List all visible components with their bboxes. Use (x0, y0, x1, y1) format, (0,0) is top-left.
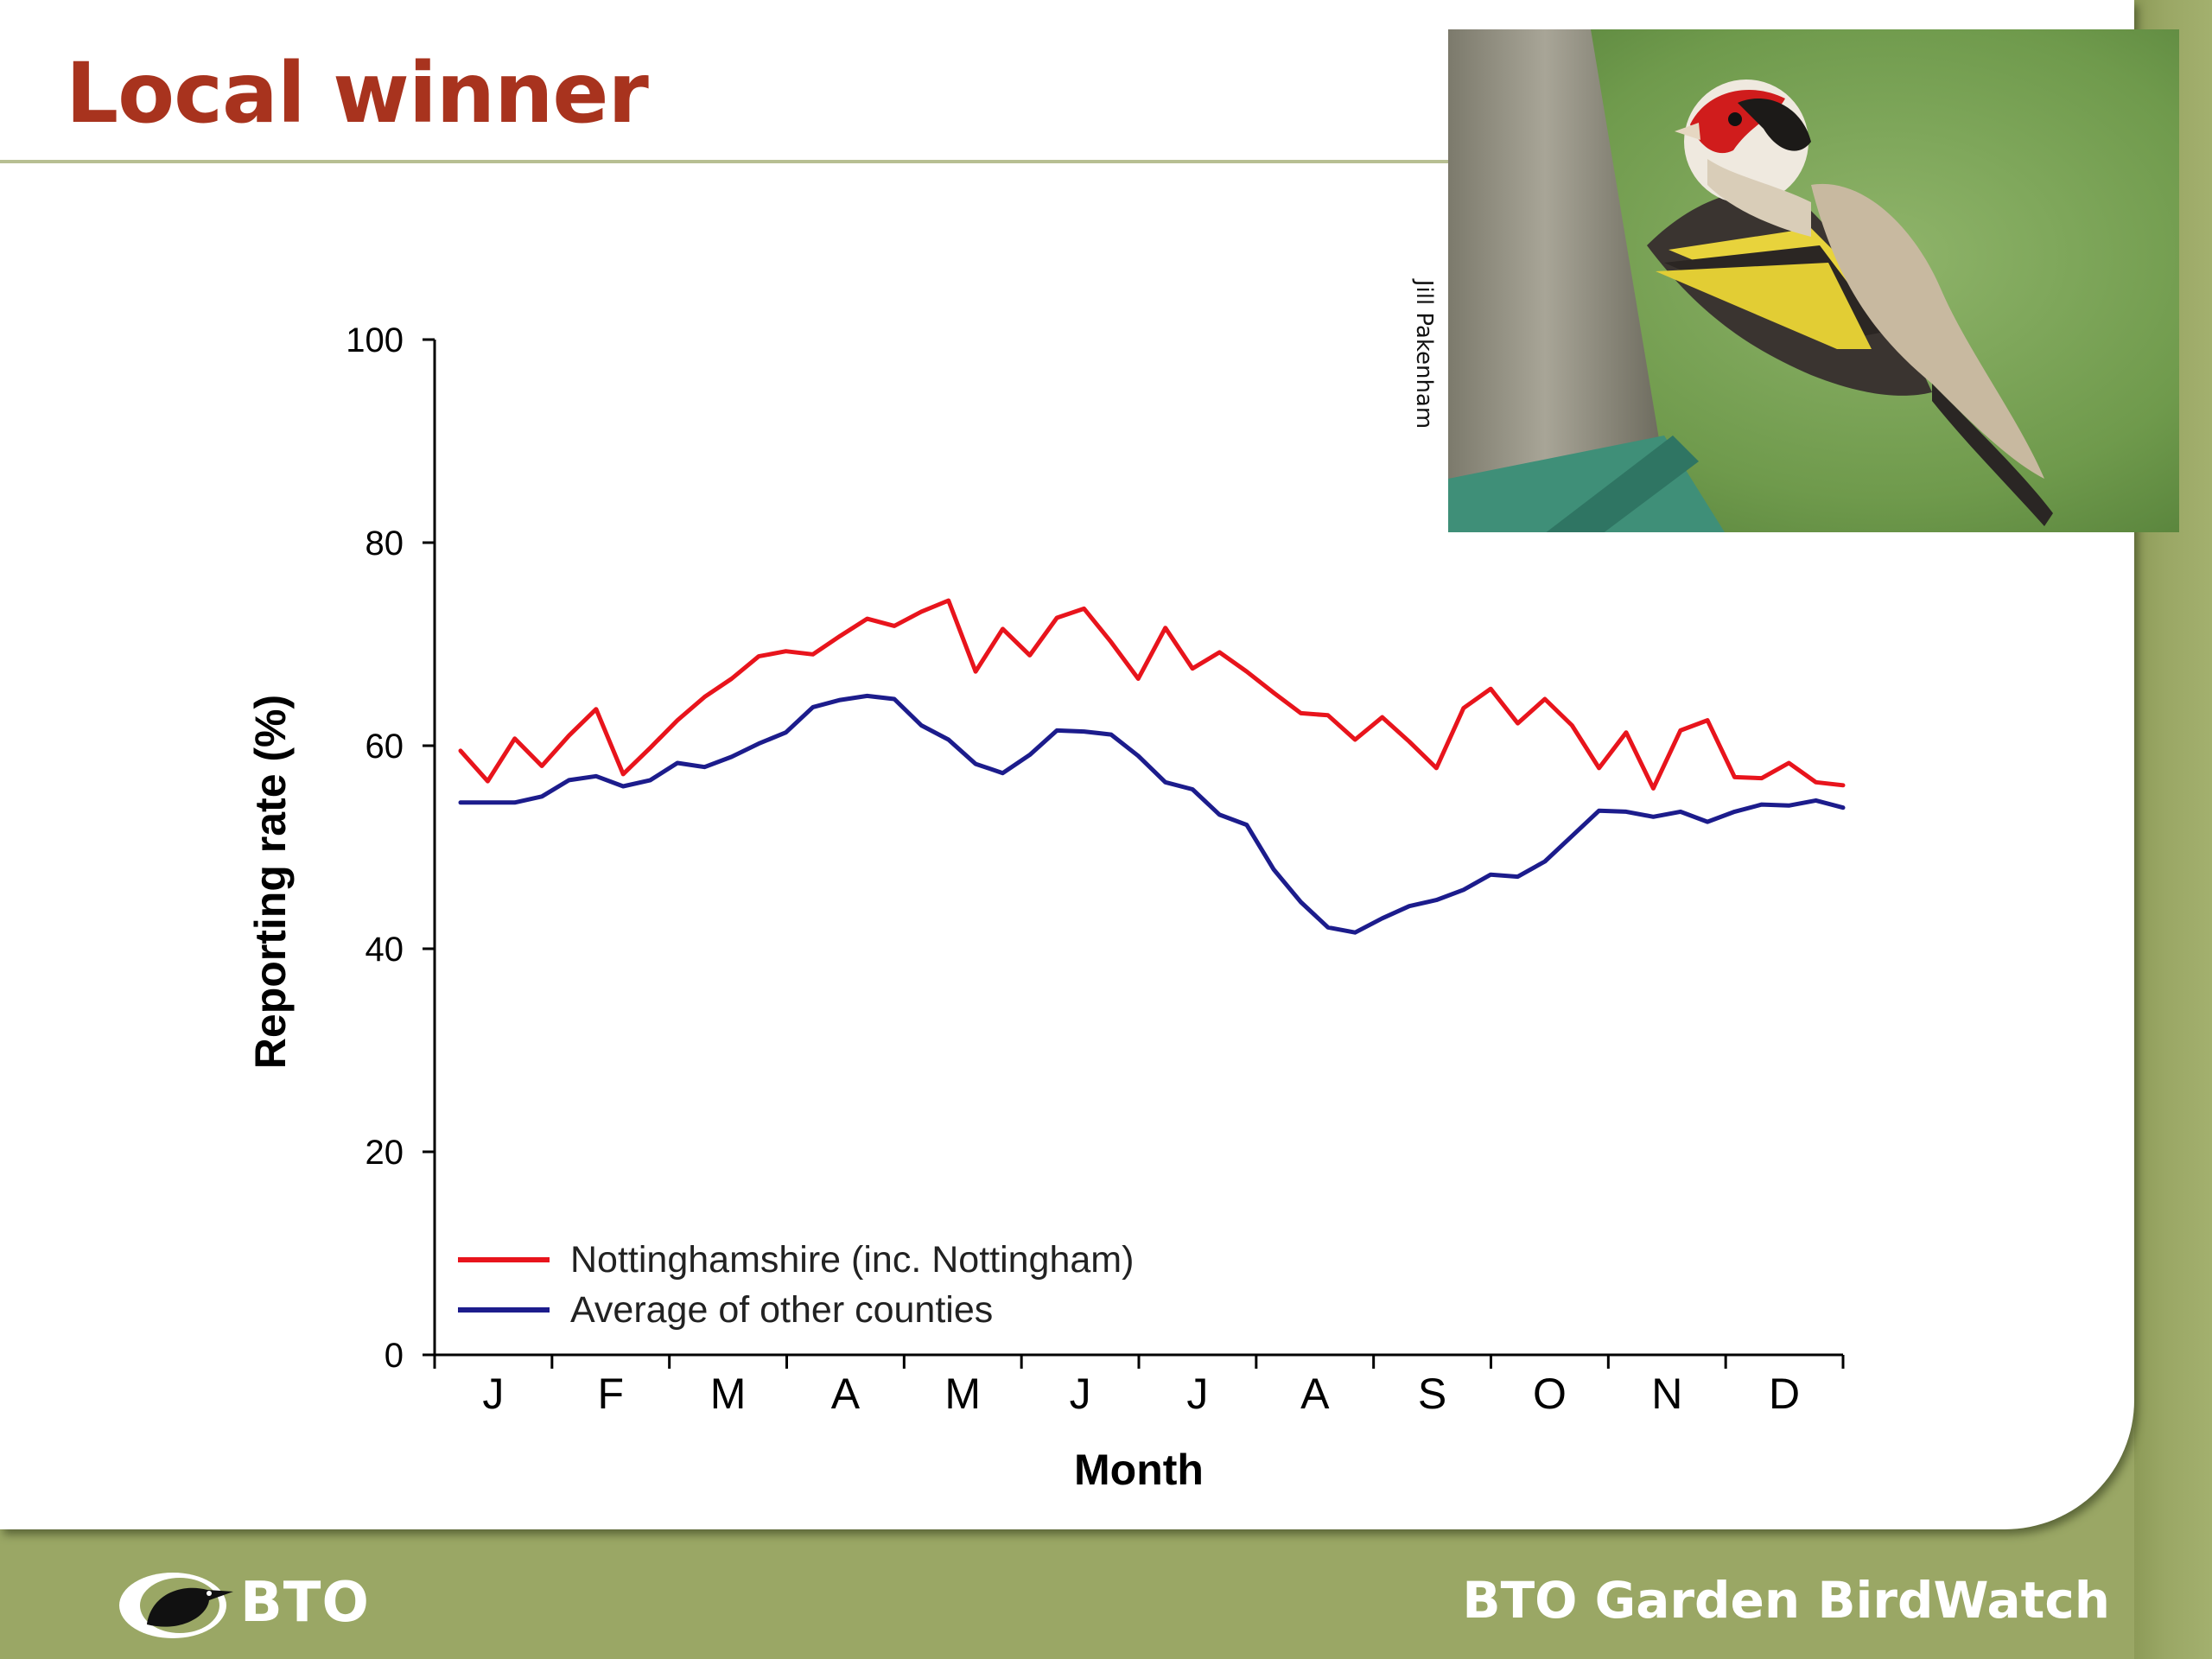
slide-title: Local winner (66, 45, 649, 142)
bto-bird-logo-icon (119, 1573, 233, 1638)
footer-brand-text: BTO Garden BirdWatch (1462, 1571, 2110, 1630)
legend-label-2: Average of other counties (570, 1289, 993, 1331)
y-tick-label: 20 (365, 1134, 404, 1172)
x-tick-label: M (944, 1370, 981, 1418)
series-line-1 (458, 598, 1846, 791)
reporting-rate-chart: 0 20 40 60 80 100 J F M A M J J A S O N D Month Reportin… (246, 321, 1846, 1494)
x-tick-label: F (597, 1370, 624, 1418)
y-tick-label: 80 (365, 524, 404, 563)
x-tick-label: O (1533, 1370, 1567, 1418)
chart-legend: Nottinghamshire (inc. Nottingham) Average… (458, 1239, 1134, 1331)
y-tick-label: 100 (346, 321, 404, 359)
y-tick-label: 60 (365, 728, 404, 766)
y-axis-label: Reporting rate (%) (246, 695, 295, 1069)
x-tick-label: A (831, 1370, 861, 1418)
x-axis-label: Month (1074, 1446, 1204, 1494)
x-tick-label: J (1070, 1370, 1091, 1418)
x-tick-label: N (1651, 1370, 1682, 1418)
legend-label-1: Nottinghamshire (inc. Nottingham) (570, 1239, 1134, 1281)
x-tick-label: A (1300, 1370, 1330, 1418)
x-tick-label: D (1769, 1370, 1800, 1418)
goldfinch-illustration (1448, 29, 2179, 532)
bto-logo-text: BTO (240, 1571, 370, 1635)
bto-logo: BTO (112, 1564, 372, 1642)
y-tick-label: 0 (385, 1337, 404, 1375)
series-line-2 (458, 693, 1846, 935)
title-divider (0, 160, 1452, 163)
y-tick-label: 40 (365, 931, 404, 969)
x-tick-label: J (1186, 1370, 1208, 1418)
y-axis-ticks: 0 20 40 60 80 100 (346, 321, 435, 1375)
x-tick-label: S (1418, 1370, 1446, 1418)
series-lines (458, 598, 1846, 935)
goldfinch-photo (1448, 29, 2179, 532)
photo-credit: Jill Pakenham (1411, 279, 1437, 429)
x-tick-label: J (482, 1370, 504, 1418)
x-tick-label: M (710, 1370, 747, 1418)
